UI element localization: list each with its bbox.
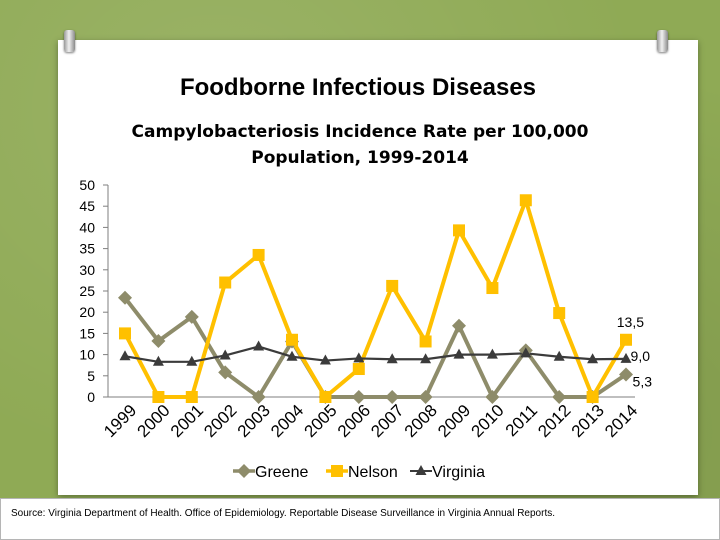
series-line-greene bbox=[123, 296, 628, 399]
source-note: Source: Virginia Department of Health. O… bbox=[0, 498, 720, 540]
data-point-virginia bbox=[253, 340, 265, 351]
y-tick-label: 30 bbox=[79, 262, 95, 278]
data-point-greene bbox=[218, 365, 233, 380]
data-point-nelson bbox=[386, 279, 399, 292]
end-label-nelson: 13,5 bbox=[617, 314, 644, 330]
data-point-nelson bbox=[419, 335, 432, 348]
data-point-greene bbox=[351, 390, 366, 404]
x-tick-label: 2013 bbox=[568, 401, 608, 441]
x-tick-label: 2011 bbox=[502, 401, 541, 440]
data-point-virginia bbox=[319, 354, 331, 365]
legend-label-greene: Greene bbox=[255, 464, 308, 481]
legend-marker-nelson bbox=[331, 465, 343, 477]
y-tick-label: 50 bbox=[79, 177, 95, 193]
y-tick-label: 20 bbox=[79, 304, 95, 320]
data-point-greene bbox=[619, 367, 633, 382]
data-point-nelson bbox=[453, 224, 465, 237]
data-point-greene bbox=[552, 390, 567, 404]
data-point-virginia bbox=[453, 348, 465, 359]
end-label-greene: 5,3 bbox=[633, 374, 653, 390]
data-point-greene bbox=[118, 290, 132, 305]
data-point-nelson bbox=[152, 391, 165, 403]
left-pin-icon bbox=[64, 30, 75, 52]
chart-title: Campylobacteriosis Incidence Rate per 10… bbox=[110, 119, 610, 171]
data-point-greene bbox=[184, 309, 199, 324]
x-tick-label: 2001 bbox=[167, 401, 207, 441]
data-point-nelson bbox=[553, 307, 566, 320]
y-tick-label: 0 bbox=[87, 389, 95, 405]
legend-marker-greene bbox=[237, 464, 251, 478]
x-tick-label: 2007 bbox=[367, 401, 407, 441]
x-tick-label: 2010 bbox=[468, 401, 508, 441]
x-tick-label: 2003 bbox=[234, 401, 274, 441]
x-tick-label: 2005 bbox=[301, 401, 341, 441]
legend-label-virginia: Virginia bbox=[432, 464, 485, 481]
x-tick-label: 2006 bbox=[334, 401, 374, 441]
data-point-greene bbox=[485, 390, 500, 404]
data-point-virginia bbox=[620, 352, 632, 363]
chart-title-line-2: Population, 1999-2014 bbox=[251, 148, 469, 168]
y-tick-label: 40 bbox=[79, 219, 95, 235]
x-tick-label: 2009 bbox=[434, 401, 474, 441]
x-tick-label: 2012 bbox=[534, 401, 574, 441]
legend-marker-virginia bbox=[415, 465, 427, 475]
data-point-virginia bbox=[587, 353, 599, 364]
data-point-greene bbox=[385, 390, 400, 404]
y-tick-label: 15 bbox=[79, 325, 95, 341]
y-tick-label: 45 bbox=[79, 198, 95, 214]
data-point-nelson bbox=[219, 276, 232, 289]
data-point-nelson bbox=[486, 282, 499, 295]
end-label-virginia: 9,0 bbox=[631, 348, 651, 364]
data-point-greene bbox=[418, 390, 433, 404]
x-tick-label: 2000 bbox=[134, 401, 174, 441]
data-point-nelson bbox=[185, 391, 198, 403]
data-point-virginia bbox=[520, 347, 532, 358]
data-point-nelson bbox=[319, 391, 332, 403]
x-tick-label: 2002 bbox=[200, 401, 240, 441]
y-tick-label: 25 bbox=[79, 283, 95, 299]
data-point-nelson bbox=[252, 248, 265, 261]
data-point-virginia bbox=[386, 353, 398, 364]
legend-label-nelson: Nelson bbox=[348, 464, 398, 481]
x-tick-label: 2014 bbox=[601, 401, 641, 441]
chart-title-line-1: Campylobacteriosis Incidence Rate per 10… bbox=[131, 122, 589, 142]
data-point-virginia bbox=[119, 350, 131, 361]
data-point-virginia bbox=[420, 353, 432, 364]
data-point-nelson bbox=[620, 333, 632, 346]
series-line-nelson bbox=[123, 198, 628, 399]
data-point-virginia bbox=[286, 350, 298, 361]
data-point-greene bbox=[452, 318, 466, 333]
data-point-virginia bbox=[353, 352, 365, 363]
series-line-virginia bbox=[124, 345, 627, 363]
data-point-virginia bbox=[152, 355, 164, 366]
data-point-nelson bbox=[119, 327, 131, 340]
x-tick-label: 2004 bbox=[267, 401, 307, 441]
right-pin-icon bbox=[657, 30, 668, 52]
data-point-virginia bbox=[553, 350, 565, 361]
data-point-greene bbox=[251, 390, 266, 404]
x-tick-label: 2008 bbox=[401, 401, 441, 441]
data-point-greene bbox=[151, 334, 166, 349]
data-point-virginia bbox=[219, 349, 231, 360]
slide-card bbox=[58, 40, 698, 495]
slide-title: Foodborne Infectious Diseases bbox=[179, 74, 537, 101]
data-point-nelson bbox=[352, 363, 365, 376]
data-point-nelson bbox=[519, 194, 532, 207]
data-point-nelson bbox=[586, 391, 599, 403]
y-tick-label: 10 bbox=[79, 347, 95, 363]
data-point-virginia bbox=[486, 348, 498, 359]
y-tick-label: 35 bbox=[79, 241, 95, 257]
x-tick-label: 1999 bbox=[100, 401, 140, 441]
data-point-virginia bbox=[186, 355, 198, 366]
data-point-nelson bbox=[286, 333, 298, 346]
y-tick-label: 5 bbox=[87, 368, 95, 384]
